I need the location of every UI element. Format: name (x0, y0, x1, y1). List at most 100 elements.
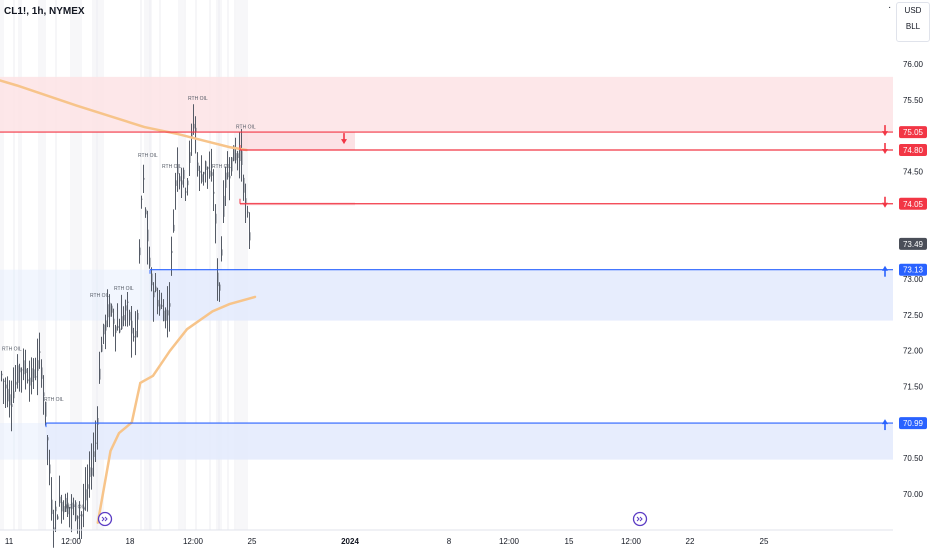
more-menu-icon[interactable]: · (888, 2, 892, 13)
candle-body (203, 171, 205, 175)
candle-body (183, 169, 185, 179)
candle-body (39, 351, 41, 353)
candle-body (157, 299, 159, 307)
y-axis-tick-label: 75.50 (903, 96, 924, 105)
candle-body (111, 305, 113, 313)
session-label: RTH OIL (212, 164, 232, 170)
candle-body (181, 180, 183, 185)
price-tag-label: 70.99 (903, 419, 924, 428)
small-supply-zone (240, 132, 355, 151)
candle-body (219, 284, 221, 291)
candle-body (13, 391, 15, 399)
candle-body (233, 145, 235, 161)
candle-body (115, 326, 117, 333)
y-axis-tick-label: 70.50 (903, 454, 924, 463)
x-axis-tick-label: 25 (760, 537, 769, 546)
session-label: RTH OIL (236, 125, 256, 131)
candle-body (73, 504, 75, 507)
x-axis-tick-label: 12:00 (183, 537, 204, 546)
candle-body (11, 404, 13, 407)
x-axis-tick-label: 25 (248, 537, 257, 546)
candle-body (9, 394, 11, 406)
candle-body (55, 506, 57, 512)
candle-body (191, 132, 193, 138)
demand-zone-ext (0, 423, 46, 460)
candle-body (205, 161, 207, 171)
candle-body (171, 250, 173, 254)
symbol-title: CL1!, 1h, NYMEX (4, 6, 85, 17)
candle-body (147, 229, 149, 242)
candle-body (29, 377, 31, 386)
candle-body (83, 506, 85, 511)
event-marker-icon[interactable] (97, 511, 113, 527)
y-axis-tick-label: 72.50 (903, 311, 924, 320)
candle-body (1, 373, 3, 376)
candle-body (23, 360, 25, 375)
candle-body (133, 335, 135, 338)
candle-body (65, 497, 67, 512)
candle-body (159, 304, 161, 311)
candle-body (113, 318, 115, 324)
candle-body (53, 527, 55, 531)
candle-body (139, 247, 141, 256)
candle-body (51, 499, 53, 515)
candle-body (249, 232, 251, 241)
x-axis-tick-label: 12:00 (61, 537, 82, 546)
candle-body (21, 369, 23, 371)
session-label: RTH OIL (138, 153, 158, 159)
candle-body (45, 401, 47, 417)
candle-body (229, 175, 231, 179)
candle-body (119, 328, 121, 333)
down-arrow-icon (341, 139, 347, 145)
candle-body (103, 324, 105, 335)
y-axis-tick-label: 70.00 (903, 490, 924, 499)
y-axis-tick-label: 74.50 (903, 168, 924, 177)
candle-body (213, 191, 215, 194)
session-label: RTH OIL (66, 504, 86, 510)
currency-unit-selector[interactable]: USD BLL (896, 2, 930, 42)
candle-body (163, 310, 165, 322)
event-marker-icon[interactable] (632, 511, 648, 527)
price-tag-70-99 (899, 417, 927, 430)
up-arrow-icon (882, 265, 888, 271)
candle-body (121, 316, 123, 330)
candle-body (123, 314, 125, 321)
candle-body (85, 489, 87, 501)
candle-body (93, 451, 95, 457)
event-marker-glyph (101, 516, 108, 522)
session-band (178, 0, 184, 530)
candle-body (239, 149, 241, 162)
candle-body (99, 368, 101, 380)
candle-body (105, 320, 107, 331)
price-tag-74-05 (899, 197, 927, 210)
candle-body (79, 514, 81, 517)
candle-body (75, 502, 77, 520)
candle-body (193, 123, 195, 129)
vwap-line-lower (96, 295, 257, 524)
y-axis-tick-label: 76.00 (903, 60, 924, 69)
candle-body (161, 305, 163, 307)
candle-body (89, 467, 91, 477)
candle-body (185, 191, 187, 193)
candle-body (151, 273, 153, 286)
session-label: RTH OIL (44, 397, 64, 403)
down-arrow-icon (882, 202, 888, 208)
candle-body (131, 320, 133, 334)
candle-body (25, 368, 27, 374)
session-label: RTH OIL (90, 293, 110, 299)
session-label: RTH OIL (188, 96, 208, 102)
x-axis-tick-label: 12:00 (499, 537, 520, 546)
candle-body (237, 153, 239, 158)
candle-body (149, 257, 151, 267)
candle-body (35, 376, 37, 378)
unit-label: BLL (905, 22, 921, 31)
price-tag-73-13 (899, 263, 927, 276)
session-band (38, 0, 46, 530)
candle-body (69, 507, 71, 509)
candle-body (241, 151, 243, 165)
candle-body (129, 311, 131, 321)
candle-body (175, 180, 177, 186)
candle-body (49, 464, 51, 474)
